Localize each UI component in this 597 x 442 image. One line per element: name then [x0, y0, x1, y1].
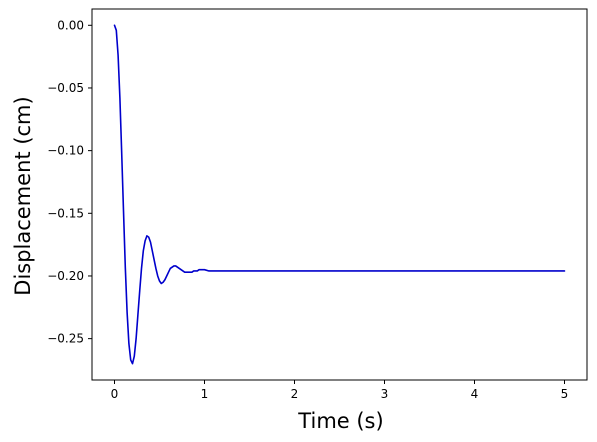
- y-tick-label: 0.00: [57, 18, 84, 32]
- x-tick-label: 1: [201, 387, 209, 401]
- x-tick-label: 5: [561, 387, 569, 401]
- plot-area: [91, 8, 588, 381]
- series-line-0: [113, 24, 566, 365]
- y-tick-label: −0.10: [47, 144, 84, 158]
- plot-background: [92, 9, 587, 380]
- y-tick-label: −0.15: [47, 206, 84, 220]
- y-axis: 0.00 −0.05 −0.10 −0.15 −0.20 −0.25: [47, 18, 92, 346]
- x-tick-label: 2: [291, 387, 299, 401]
- y-axis-label: Displacement (cm): [11, 96, 35, 295]
- x-axis: 0 1 2 3 4 5: [111, 380, 569, 401]
- series-layer: [113, 24, 566, 365]
- y-tick-label: −0.05: [47, 81, 84, 95]
- plot-frame: [91, 8, 588, 381]
- x-tick-label: 3: [381, 387, 389, 401]
- x-tick-label: 0: [111, 387, 119, 401]
- y-tick-label: −0.20: [47, 269, 84, 283]
- x-tick-label: 4: [471, 387, 479, 401]
- y-tick-label: −0.25: [47, 332, 84, 346]
- x-axis-label: Time (s): [297, 409, 383, 433]
